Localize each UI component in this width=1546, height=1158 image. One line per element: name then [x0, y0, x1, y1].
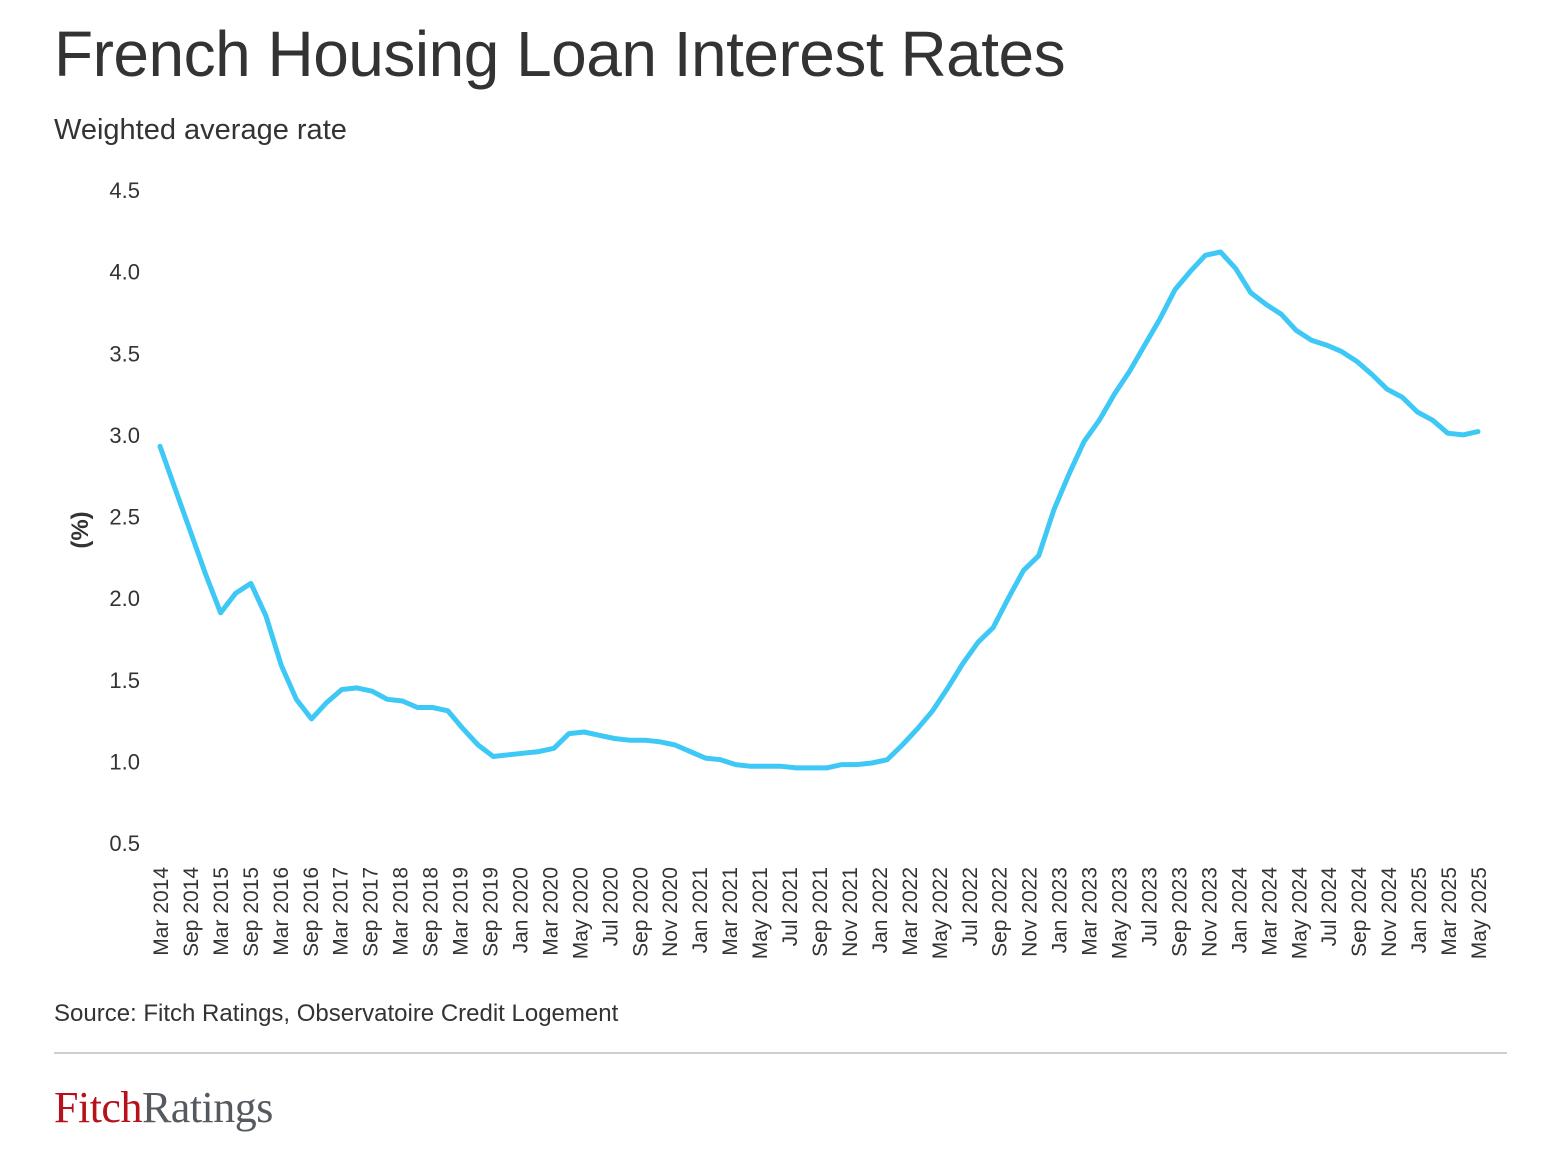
x-tick-label: Mar 2014	[150, 867, 173, 956]
y-tick-label: 4.0	[109, 260, 140, 285]
chart-subtitle: Weighted average rate	[54, 114, 347, 146]
y-tick-label: 2.5	[109, 505, 140, 530]
rate-series-line	[157, 249, 1481, 771]
x-tick-label: Jul 2024	[1318, 867, 1341, 947]
x-tick-label: Jul 2022	[959, 867, 982, 946]
source-note: Source: Fitch Ratings, Observatoire Cred…	[54, 1000, 619, 1027]
x-tick-label: Sep 2024	[1348, 867, 1371, 957]
x-tick-label: Mar 2016	[270, 867, 293, 956]
x-tick-label: Sep 2021	[809, 867, 832, 957]
footer-divider	[54, 1052, 1507, 1054]
x-tick-label: May 2022	[929, 867, 952, 959]
x-axis-ticks: Mar 2014 Sep 2014 Mar 2015 Sep 2015 Mar 2016…	[150, 867, 1491, 960]
y-axis-ticks: 4.5 4.0 3.5 3.0 2.5 2.0 1.5 1.0 0.5	[109, 178, 140, 856]
x-tick-label: May 2020	[569, 867, 592, 959]
x-tick-label: Nov 2022	[1019, 867, 1042, 957]
x-tick-label: Sep 2014	[180, 867, 203, 957]
y-tick-label: 3.0	[109, 423, 140, 448]
logo-fitch-text: Fitch	[54, 1083, 142, 1132]
x-tick-label: Sep 2020	[629, 867, 652, 957]
x-tick-label: Jan 2021	[689, 867, 712, 953]
x-tick-label: Mar 2024	[1258, 867, 1281, 956]
x-tick-label: Jul 2023	[1139, 867, 1162, 946]
x-tick-label: Jan 2024	[1228, 867, 1251, 954]
x-tick-label: Sep 2022	[989, 867, 1012, 957]
x-tick-label: Mar 2021	[719, 867, 742, 956]
logo-ratings-text: Ratings	[141, 1083, 273, 1132]
x-tick-label: Jan 2022	[869, 867, 892, 953]
x-tick-label: Nov 2021	[839, 867, 862, 957]
x-tick-label: Nov 2020	[659, 867, 682, 957]
x-tick-label: Mar 2023	[1079, 867, 1102, 956]
x-tick-label: Nov 2023	[1198, 867, 1221, 957]
x-tick-label: May 2025	[1468, 867, 1491, 959]
y-tick-label: 4.5	[109, 178, 140, 203]
x-tick-label: Sep 2015	[240, 867, 263, 957]
x-tick-label: Mar 2025	[1438, 867, 1461, 956]
y-tick-label: 0.5	[109, 831, 140, 856]
y-tick-label: 1.0	[109, 749, 140, 774]
x-tick-label: Sep 2023	[1169, 867, 1192, 957]
line-chart: 4.5 4.0 3.5 3.0 2.5 2.0 1.5 1.0 0.5 (%) Mar 2014…	[67, 178, 1491, 960]
x-tick-label: Sep 2019	[480, 867, 503, 957]
y-tick-label: 3.5	[109, 341, 140, 366]
fitch-ratings-logo: FitchRatings	[54, 1082, 273, 1134]
x-tick-label: Jan 2025	[1408, 867, 1431, 953]
x-tick-label: Nov 2024	[1378, 867, 1401, 957]
x-tick-label: May 2024	[1288, 867, 1311, 960]
x-tick-label: Jul 2020	[599, 867, 622, 946]
x-tick-label: Jul 2021	[779, 867, 802, 946]
x-tick-label: Jan 2023	[1049, 867, 1072, 953]
x-tick-label: Mar 2018	[390, 867, 413, 956]
y-tick-label: 1.5	[109, 668, 140, 693]
y-tick-label: 2.0	[109, 586, 140, 611]
x-tick-label: Sep 2017	[360, 867, 383, 957]
x-tick-label: Jan 2020	[510, 867, 533, 953]
x-tick-label: Mar 2019	[450, 867, 473, 956]
x-tick-label: Mar 2022	[899, 867, 922, 956]
x-tick-label: Sep 2016	[300, 867, 323, 957]
x-tick-label: Sep 2018	[420, 867, 443, 957]
x-tick-label: Mar 2017	[330, 867, 353, 956]
chart-title: French Housing Loan Interest Rates	[54, 18, 1066, 90]
x-tick-label: May 2023	[1109, 867, 1132, 959]
x-tick-label: May 2021	[749, 867, 772, 959]
x-tick-label: Mar 2015	[210, 867, 233, 956]
x-tick-label: Mar 2020	[539, 867, 562, 956]
y-axis-label: (%)	[67, 511, 94, 548]
